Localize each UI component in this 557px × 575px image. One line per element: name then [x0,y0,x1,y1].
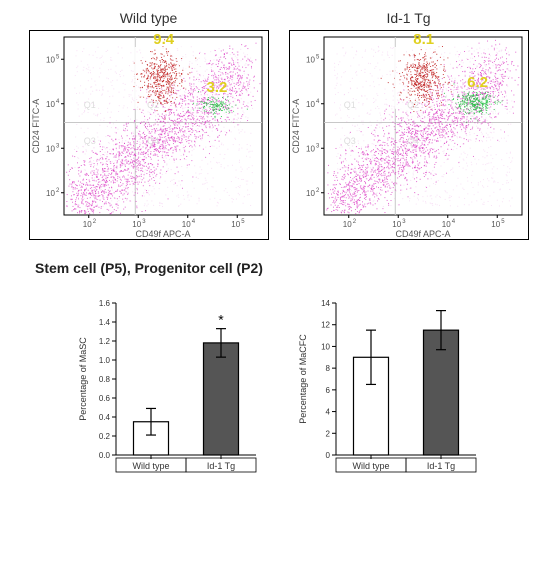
svg-text:10: 10 [132,220,141,229]
svg-text:5: 5 [241,219,245,225]
svg-text:10: 10 [46,189,55,198]
svg-text:3: 3 [142,219,146,225]
svg-text:4: 4 [191,219,195,225]
svg-text:10: 10 [82,220,91,229]
svg-text:Q4: Q4 [147,136,159,146]
svg-text:CD49f APC-A: CD49f APC-A [135,229,190,239]
bar-panel-masc: 0.00.20.40.60.81.01.21.41.6Wild typeId-1… [74,291,264,481]
svg-text:Q1: Q1 [83,100,95,110]
svg-text:CD24 FITC-A: CD24 FITC-A [31,99,41,154]
scatter-panel-wt: Wild type P2P59.43.2Q1Q2Q3Q4102102103103… [29,10,269,240]
svg-text:2: 2 [56,188,60,194]
scatter-title-tg: Id-1 Tg [289,10,529,26]
scatter-plot-wt: P2P59.43.2Q1Q2Q3Q41021021031031041041051… [29,30,269,240]
svg-text:10: 10 [181,220,190,229]
svg-text:3.2: 3.2 [206,79,227,96]
svg-text:10: 10 [46,55,55,64]
svg-text:Q2: Q2 [147,100,159,110]
bar-panel-macfc: 02468101214Wild typeId-1 TgPercentage of… [294,291,484,481]
bar-row: 0.00.20.40.60.81.01.21.41.6Wild typeId-1… [10,291,547,481]
scatter-panel-tg: Id-1 Tg P2P58.16.2Q1Q2Q3Q410210210310310… [289,10,529,240]
scatter-title-wt: Wild type [29,10,269,26]
scatter-row: Wild type P2P59.43.2Q1Q2Q3Q4102102103103… [10,10,547,240]
svg-text:10: 10 [46,144,55,153]
svg-text:5: 5 [56,54,60,60]
svg-text:2: 2 [92,219,96,225]
svg-text:4: 4 [56,99,60,105]
svg-text:10: 10 [231,220,240,229]
caption: Stem cell (P5), Progenitor cell (P2) [35,260,547,276]
svg-text:P5: P5 [200,104,213,115]
svg-text:3: 3 [56,143,60,149]
svg-text:10: 10 [46,100,55,109]
scatter-plot-tg: P2P58.16.2Q1Q2Q3Q41021021031031041041051… [289,30,529,240]
svg-text:Q3: Q3 [83,136,95,146]
svg-text:9.4: 9.4 [153,31,175,48]
